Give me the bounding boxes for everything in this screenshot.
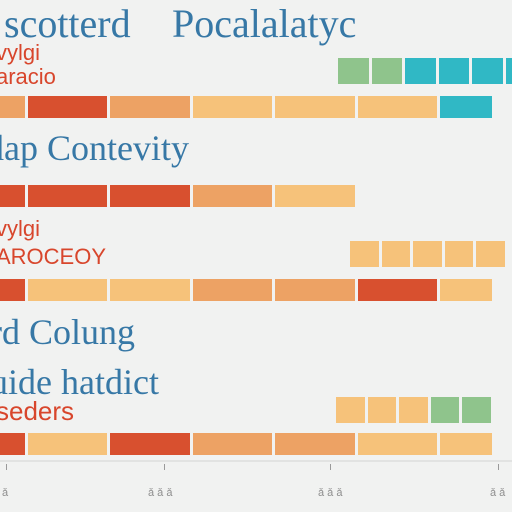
bar-row-4-segment-4 bbox=[444, 241, 473, 267]
x-axis-tick-4 bbox=[498, 464, 499, 470]
bar-row-7-segment-6 bbox=[357, 433, 437, 455]
bar-row-1-segment-2 bbox=[371, 58, 402, 84]
bar-row-2-segment-7 bbox=[440, 96, 492, 118]
row-label-2: aracio bbox=[0, 64, 56, 89]
bar-row-1-segment-4 bbox=[438, 58, 469, 84]
bar-row-3-segment-2 bbox=[27, 185, 107, 207]
bar-row-2-segment-4 bbox=[192, 96, 272, 118]
bar-row-7-segment-2 bbox=[27, 433, 107, 455]
bar-row-2-segment-3 bbox=[110, 96, 190, 118]
bar-row-5-segment-3 bbox=[110, 279, 190, 301]
x-axis-tick-1 bbox=[6, 464, 7, 470]
bar-row-3-segment-1 bbox=[0, 185, 25, 207]
row-label-1: vylgi bbox=[0, 40, 41, 65]
bar-row-7-segment-5 bbox=[275, 433, 355, 455]
bar-row-5-segment-6 bbox=[357, 279, 437, 301]
row-label-8: seders bbox=[0, 396, 75, 426]
bar-row-1-segment-3 bbox=[405, 58, 436, 84]
bar-row-1-segment-1 bbox=[338, 58, 369, 84]
x-tick-label-1: ǎ bbox=[2, 487, 9, 499]
chart-title-line-1: scotterd bbox=[4, 1, 131, 46]
bar-row-2-segment-1 bbox=[0, 96, 25, 118]
bar-row-7-segment-3 bbox=[110, 433, 190, 455]
bar-row-4-segment-1 bbox=[350, 241, 379, 267]
row-label-6: rd Colung bbox=[0, 312, 136, 352]
bar-row-7-segment-4 bbox=[192, 433, 272, 455]
x-tick-label-4: ǎ ǎ bbox=[490, 487, 506, 499]
bar-row-2-segment-6 bbox=[357, 96, 437, 118]
x-tick-label-2: ǎ ǎ ǎ bbox=[148, 487, 173, 499]
bar-row-1-segment-5 bbox=[472, 58, 503, 84]
bar-row-7-segment-7 bbox=[440, 433, 492, 455]
bar-row-6-segment-3 bbox=[399, 397, 428, 423]
x-axis-tick-2 bbox=[164, 464, 165, 470]
bar-row-1-segment-6 bbox=[505, 58, 512, 84]
bar-row-5-segment-4 bbox=[192, 279, 272, 301]
bar-row-6-segment-2 bbox=[367, 397, 396, 423]
row-label-4: vylgi bbox=[0, 216, 41, 241]
row-label-3: dap Contevity bbox=[0, 128, 189, 168]
bar-row-6-segment-5 bbox=[462, 397, 491, 423]
row-label-7: uide hatdict bbox=[0, 362, 159, 402]
bar-row-2-segment-2 bbox=[27, 96, 107, 118]
bar-row-6-segment-4 bbox=[430, 397, 459, 423]
row-label-5: AROCEOY bbox=[0, 244, 107, 269]
bar-row-5-segment-5 bbox=[275, 279, 355, 301]
bar-row-3-segment-5 bbox=[275, 185, 355, 207]
bar-row-6-segment-1 bbox=[336, 397, 365, 423]
bar-row-5-segment-1 bbox=[0, 279, 25, 301]
bar-row-7-segment-1 bbox=[0, 433, 25, 455]
bar-row-3-segment-3 bbox=[110, 185, 190, 207]
bar-row-4-segment-5 bbox=[476, 241, 505, 267]
bar-row-2-segment-5 bbox=[275, 96, 355, 118]
bar-row-3-segment-4 bbox=[192, 185, 272, 207]
bar-row-4-segment-2 bbox=[381, 241, 410, 267]
x-tick-label-3: ǎ ǎ ǎ bbox=[318, 487, 343, 499]
x-axis-tick-3 bbox=[330, 464, 331, 470]
bar-row-5-segment-2 bbox=[27, 279, 107, 301]
x-axis-line bbox=[0, 460, 512, 462]
bar-row-5-segment-7 bbox=[440, 279, 492, 301]
bar-row-4-segment-3 bbox=[413, 241, 442, 267]
chart-title-line-2: Pocalalatyc bbox=[172, 1, 357, 46]
